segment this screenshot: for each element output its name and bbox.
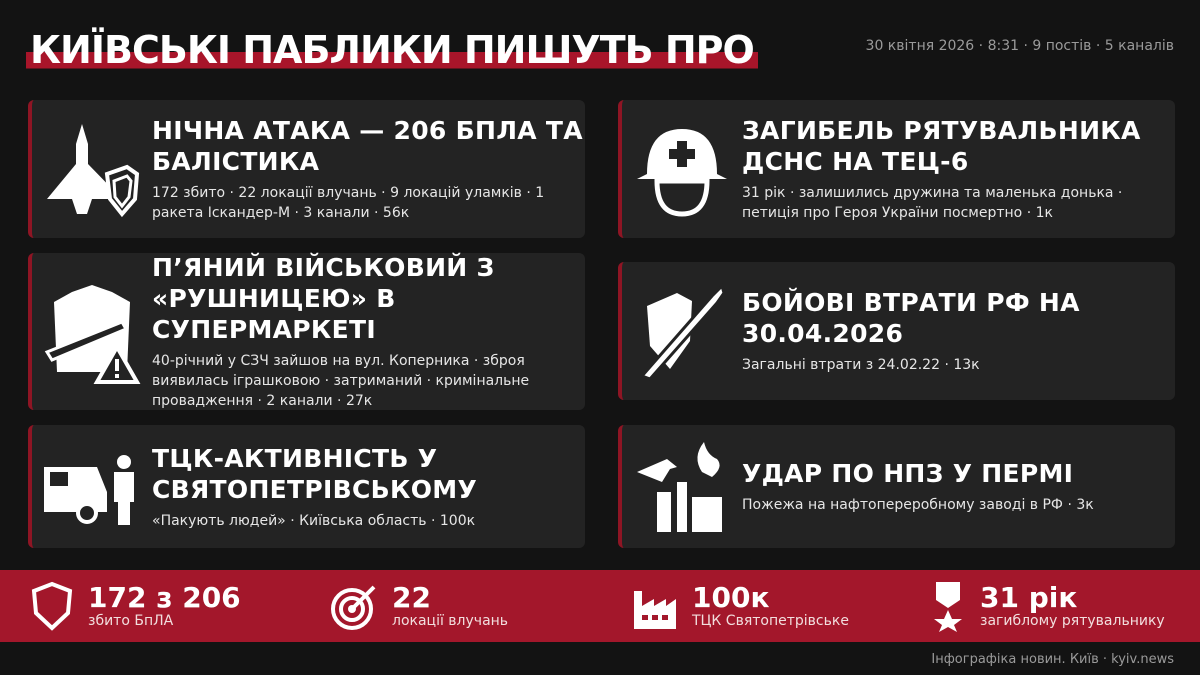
stat-value: 22 bbox=[392, 581, 431, 614]
van-detained-person-icon bbox=[32, 447, 152, 527]
card-drunk-soldier[interactable]: П’ЯНИЙ ВІЙСЬКОВИЙ З «РУШНИЦЕЮ» В СУПЕРМА… bbox=[28, 253, 585, 410]
factory-icon bbox=[634, 591, 676, 629]
card-desc: 31 рік · залишились дружина та маленька … bbox=[742, 185, 1123, 221]
stat-hits: 22 локації влучань bbox=[300, 570, 600, 642]
stat-label: ТЦК Святопетрівське bbox=[692, 613, 849, 629]
firefighter-helmet-icon bbox=[622, 119, 742, 219]
card-desc: «Пакують людей» · Київська область · 100… bbox=[152, 512, 476, 529]
card-night-attack[interactable]: НІЧНА АТАКА — 206 БПЛА ТА БАЛІСТИКА 172 з… bbox=[28, 100, 585, 238]
stat-label: загиблому рятувальнику bbox=[980, 613, 1165, 629]
card-desc: 40-річний у СЗЧ зайшов на вул. Коперника… bbox=[152, 353, 530, 409]
stat-label: збито БпЛА bbox=[88, 613, 174, 629]
card-desc: Загальні втрати з 24.02.22 · 13к bbox=[742, 357, 980, 373]
card-title: П’ЯНИЙ ВІЙСЬКОВИЙ З «РУШНИЦЕЮ» В СУПЕРМА… bbox=[152, 253, 495, 344]
card-tcc-activity[interactable]: ТЦК-АКТИВНІСТЬ У СВЯТОПЕТРІВСЬКОМУ «Пакую… bbox=[28, 425, 585, 548]
header-meta: 30 квітня 2026 · 8:31 · 9 постів · 5 кан… bbox=[865, 38, 1174, 54]
card-title: НІЧНА АТАКА — 206 БПЛА ТА БАЛІСТИКА bbox=[152, 116, 583, 176]
shield-icon bbox=[31, 581, 73, 631]
soldier-rifle-warning-icon bbox=[32, 277, 152, 387]
card-title: УДАР ПО НПЗ У ПЕРМІ bbox=[742, 459, 1074, 488]
stat-rescuer-age: 31 рік загиблому рятувальнику bbox=[900, 570, 1200, 642]
drone-shield-icon bbox=[32, 119, 152, 219]
card-title: ЗАГИБЕЛЬ РЯТУВАЛЬНИКА ДСНС НА ТЕЦ-6 bbox=[742, 116, 1141, 176]
drone-refinery-fire-icon bbox=[622, 437, 742, 537]
stat-value: 100к bbox=[692, 581, 770, 614]
card-title: БОЙОВІ ВТРАТИ РФ НА 30.04.2026 bbox=[742, 288, 1080, 348]
stat-value: 31 рік bbox=[980, 581, 1078, 614]
card-rescuer-death[interactable]: ЗАГИБЕЛЬ РЯТУВАЛЬНИКА ДСНС НА ТЕЦ-6 31 рі… bbox=[618, 100, 1175, 238]
card-russia-losses[interactable]: БОЙОВІ ВТРАТИ РФ НА 30.04.2026 Загальні в… bbox=[618, 262, 1175, 400]
footer-credit: Інфографіка новин. Київ · kyiv.news bbox=[931, 652, 1174, 667]
card-perm-refinery[interactable]: УДАР ПО НПЗ У ПЕРМІ Пожежа на нафтопереро… bbox=[618, 425, 1175, 548]
stat-label: локації влучань bbox=[392, 613, 509, 629]
stat-value: 172 з 206 bbox=[88, 581, 241, 614]
stats-bar: 172 з 206 збито БпЛА 22 локації влучань 10… bbox=[0, 570, 1200, 642]
medal-icon bbox=[934, 582, 962, 632]
target-icon bbox=[331, 585, 376, 630]
page-title: КИЇВСЬКІ ПАБЛИКИ ПИШУТЬ ПРО bbox=[26, 28, 758, 72]
stat-shot-down: 172 з 206 збито БпЛА bbox=[0, 570, 300, 642]
card-desc: 172 збито · 22 локації влучань · 9 локац… bbox=[152, 185, 545, 221]
card-desc: Пожежа на нафтопереробному заводі в РФ ·… bbox=[742, 497, 1094, 513]
stat-tcc: 100к ТЦК Святопетрівське bbox=[600, 570, 900, 642]
card-title: ТЦК-АКТИВНІСТЬ У СВЯТОПЕТРІВСЬКОМУ bbox=[152, 443, 478, 504]
shield-sword-icon bbox=[622, 281, 742, 381]
